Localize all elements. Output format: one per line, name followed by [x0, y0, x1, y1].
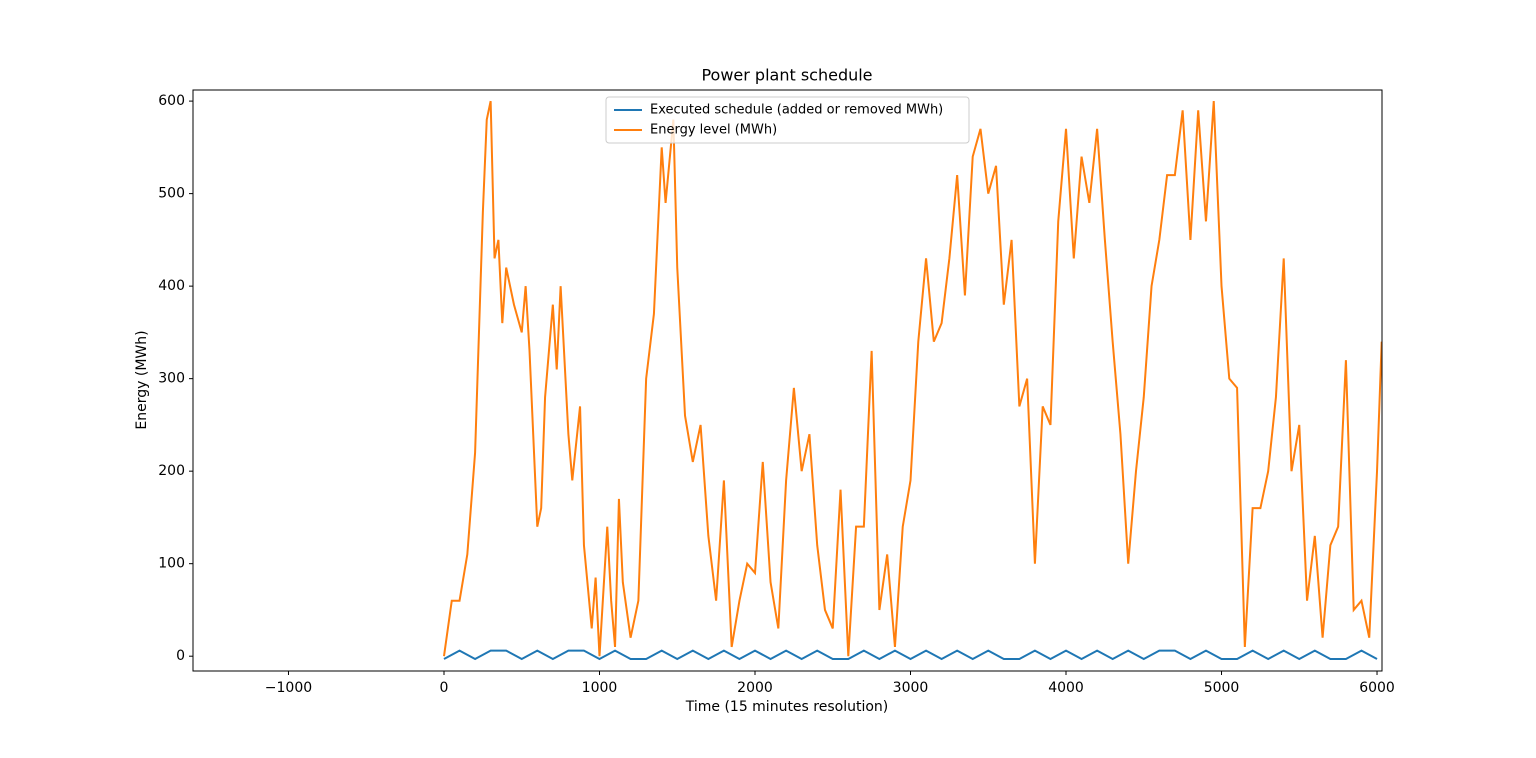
- y-tick-label: 500: [158, 186, 185, 202]
- legend-label: Energy level (MWh): [650, 123, 777, 138]
- x-axis-label: Time (15 minutes resolution): [685, 699, 889, 715]
- legend-box: [605, 96, 970, 144]
- y-axis-label: Energy (MWh): [134, 330, 150, 429]
- y-tick-label: 0: [176, 648, 185, 664]
- x-tick-label: 2000: [737, 680, 773, 696]
- x-tick-label: 4000: [1048, 680, 1084, 696]
- x-tick-label: −1000: [265, 680, 312, 696]
- x-tick-label: 5000: [1204, 680, 1240, 696]
- y-tick-label: 400: [158, 278, 185, 294]
- x-tick-label: 0: [440, 680, 449, 696]
- x-tick-label: 1000: [582, 680, 618, 696]
- y-tick-label: 300: [158, 371, 185, 387]
- chart-title: Power plant schedule: [701, 66, 872, 85]
- data-line: [443, 649, 1378, 661]
- y-tick-label: 100: [158, 556, 185, 572]
- plot-frame: [192, 89, 1383, 672]
- x-tick-label: 3000: [893, 680, 929, 696]
- data-line: [442, 100, 1382, 657]
- legend-label: Executed schedule (added or removed MWh): [650, 103, 943, 118]
- y-tick-label: 600: [158, 93, 185, 109]
- y-tick-label: 200: [158, 463, 185, 479]
- x-tick-label: 6000: [1359, 680, 1395, 696]
